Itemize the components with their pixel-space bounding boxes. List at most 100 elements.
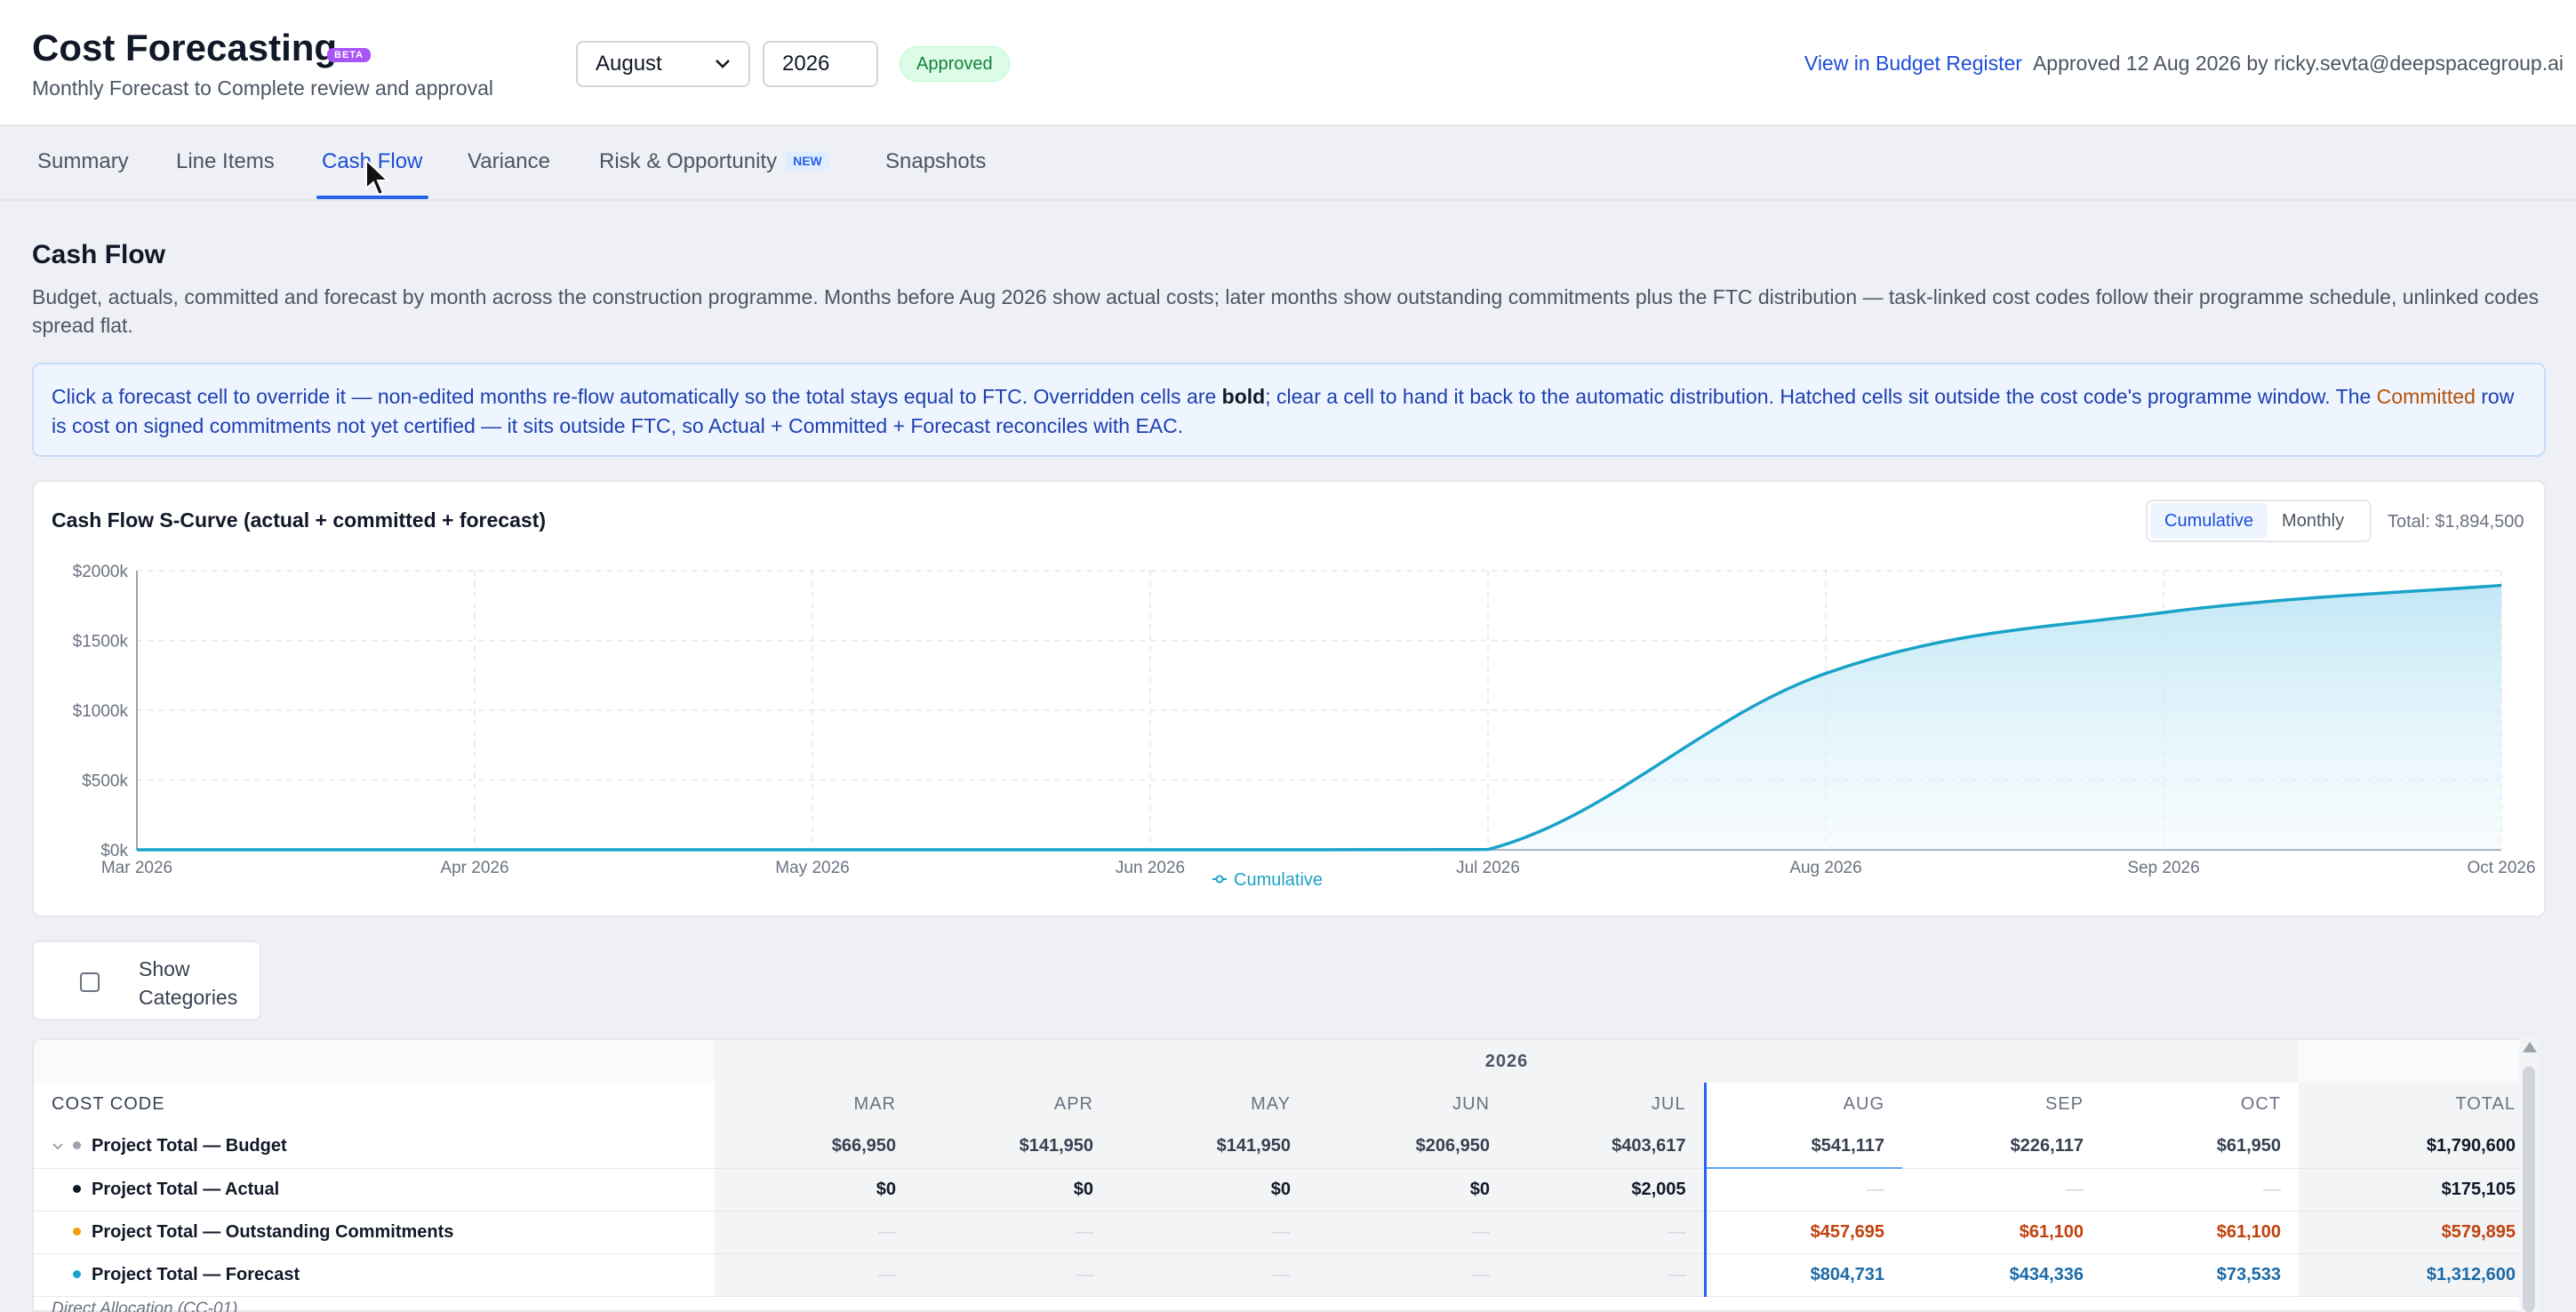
tab-risk-opportunity-label: Risk & Opportunity bbox=[599, 149, 778, 173]
s-curve-chart: $0k $500k $1000k $1500k $2000k Mar 2026 Apr 20… bbox=[73, 563, 2536, 890]
table-cell: $206,950 bbox=[1308, 1125, 1508, 1169]
year-input[interactable]: 2026 bbox=[763, 41, 878, 87]
series-point[interactable] bbox=[2500, 585, 2502, 587]
table-cell: — bbox=[1308, 1253, 1508, 1297]
row-label-text: Project Total — Actual bbox=[92, 1179, 280, 1199]
monthly-toggle-button[interactable]: Monthly bbox=[2282, 510, 2345, 531]
table-cell: $541,117 bbox=[1703, 1125, 1902, 1169]
series-dot-icon bbox=[73, 1184, 81, 1193]
row-label-text: Project Total — Budget bbox=[92, 1136, 287, 1156]
series-point[interactable] bbox=[1149, 849, 1151, 851]
x-tick-label: Jul 2026 bbox=[1456, 859, 1520, 877]
table-cell: — bbox=[1508, 1211, 1705, 1254]
info-callout: Click a forecast cell to override it — n… bbox=[32, 363, 2546, 457]
row-label-text: Project Total — Forecast bbox=[92, 1264, 300, 1284]
y-tick-label: $0k bbox=[100, 842, 128, 860]
series-dot-icon bbox=[73, 1227, 81, 1236]
row-total-cell: $579,895 bbox=[2299, 1211, 2526, 1254]
series-point[interactable] bbox=[136, 849, 138, 851]
active-tab-indicator bbox=[316, 196, 428, 199]
table-cell: $0 bbox=[715, 1168, 914, 1212]
table-cell: — bbox=[914, 1253, 1111, 1297]
table-cell: $61,950 bbox=[2101, 1125, 2299, 1169]
tab-variance[interactable]: Variance bbox=[468, 149, 550, 173]
cash-flow-table: 2026 COST CODE MAR APR MAY JUN JUL AUG S… bbox=[32, 1038, 2528, 1312]
month-header-jul: JUL bbox=[1508, 1083, 1705, 1125]
table-cell: $2,005 bbox=[1508, 1168, 1705, 1212]
chart-title: Cash Flow S-Curve (actual + committed + … bbox=[52, 508, 546, 532]
table-cell: — bbox=[1111, 1211, 1308, 1254]
table-cell[interactable]: $804,731 bbox=[1703, 1253, 1902, 1297]
cost-code-header: COST CODE bbox=[34, 1083, 715, 1125]
month-header-apr: APR bbox=[914, 1083, 1111, 1125]
app-header: Cost Forecasting BETA Monthly Forecast t… bbox=[0, 0, 2576, 126]
scroll-up-arrow-icon[interactable] bbox=[2523, 1042, 2537, 1052]
row-total-cell: $1,790,600 bbox=[2299, 1125, 2526, 1169]
month-header-aug: AUG bbox=[1703, 1083, 1902, 1125]
info-text-3: row is cost on signed commitments not ye… bbox=[52, 385, 2515, 437]
cumulative-series-line bbox=[136, 583, 2502, 852]
page-title: Cost Forecasting bbox=[32, 27, 338, 68]
table-cell[interactable]: $73,533 bbox=[2101, 1253, 2299, 1297]
beta-badge: BETA bbox=[327, 48, 372, 62]
table-cell: $66,950 bbox=[715, 1125, 914, 1169]
commitments-row: Project Total — Outstanding Commitments —… bbox=[34, 1211, 2526, 1254]
show-categories-line2: Categories bbox=[139, 986, 238, 1009]
section-title: Cash Flow bbox=[32, 240, 166, 269]
chevron-down-icon[interactable] bbox=[52, 1142, 64, 1151]
info-committed-text: Committed bbox=[2376, 385, 2476, 408]
table-cell[interactable]: $434,336 bbox=[1902, 1253, 2101, 1297]
table-cell: — bbox=[715, 1253, 914, 1297]
series-point[interactable] bbox=[1825, 673, 1827, 675]
tab-summary[interactable]: Summary bbox=[37, 149, 129, 173]
header-approval-info: View in Budget Register Approved 12 Aug … bbox=[1804, 52, 2564, 76]
month-header-sep: SEP bbox=[2044, 1093, 2084, 1114]
series-point[interactable] bbox=[474, 849, 476, 851]
show-categories-toggle[interactable]: Show Categories bbox=[32, 940, 261, 1020]
series-point[interactable] bbox=[812, 849, 813, 851]
next-row-label: Direct Allocation (CC-01) bbox=[52, 1300, 238, 1312]
tab-risk-opportunity[interactable]: Risk & Opportunity NEW bbox=[599, 149, 829, 174]
month-header-mar: MAR bbox=[715, 1083, 914, 1125]
table-cell: — bbox=[715, 1211, 914, 1254]
table-cell: $141,950 bbox=[1111, 1125, 1308, 1169]
table-cell: — bbox=[1111, 1253, 1308, 1297]
page-subtitle: Monthly Forecast to Complete review and … bbox=[32, 76, 494, 100]
show-categories-line1: Show bbox=[139, 957, 190, 980]
total-group-spacer bbox=[2299, 1040, 2526, 1083]
year-input-value: 2026 bbox=[782, 52, 830, 76]
series-point[interactable] bbox=[1487, 849, 1489, 851]
y-tick-label: $1000k bbox=[73, 702, 129, 721]
x-tick-label: Oct 2026 bbox=[2467, 859, 2535, 877]
legend-cumulative-label: Cumulative bbox=[1234, 870, 1323, 890]
table-cell: — bbox=[2101, 1168, 2299, 1212]
show-categories-checkbox[interactable] bbox=[80, 972, 100, 992]
month-header-jun: JUN bbox=[1308, 1083, 1508, 1125]
mouse-cursor-icon bbox=[365, 158, 390, 196]
table-cell: $403,617 bbox=[1508, 1125, 1705, 1169]
total-header: TOTAL bbox=[2299, 1083, 2526, 1125]
month-header-oct: OCT bbox=[2240, 1093, 2281, 1114]
section-description: Budget, actuals, committed and forecast … bbox=[32, 285, 2540, 337]
chart-legend[interactable]: Cumulative bbox=[1212, 870, 1323, 890]
month-select[interactable]: August bbox=[576, 41, 750, 87]
chart-view-toggle: Cumulative Monthly bbox=[2146, 500, 2372, 542]
tab-snapshots[interactable]: Snapshots bbox=[885, 149, 987, 173]
y-tick-label: $2000k bbox=[73, 563, 129, 581]
cumulative-area bbox=[137, 585, 2501, 850]
info-text-1: Click a forecast cell to override it — n… bbox=[52, 385, 1222, 408]
budget-register-link[interactable]: View in Budget Register bbox=[1804, 52, 2022, 75]
info-bold-text: bold bbox=[1221, 385, 1266, 408]
tab-bar: Summary Line Items Cash Flow Variance Ri… bbox=[0, 126, 2576, 201]
row-label[interactable]: Project Total — Budget bbox=[34, 1125, 715, 1169]
forecast-row: Project Total — Forecast — — — — — $804,731 $43… bbox=[34, 1253, 2526, 1297]
table-scroll-thumb[interactable] bbox=[2523, 1067, 2535, 1312]
y-tick-label: $500k bbox=[82, 772, 128, 791]
cumulative-toggle-button[interactable]: Cumulative bbox=[2150, 503, 2268, 539]
chart-total: Total: $1,894,500 bbox=[2388, 512, 2524, 532]
status-badge: Approved bbox=[900, 46, 1010, 82]
tab-line-items[interactable]: Line Items bbox=[176, 149, 275, 173]
series-dot-icon bbox=[73, 1141, 81, 1150]
chart-card: Cash Flow S-Curve (actual + committed + … bbox=[32, 480, 2546, 917]
x-tick-label: Sep 2026 bbox=[2127, 859, 2199, 877]
